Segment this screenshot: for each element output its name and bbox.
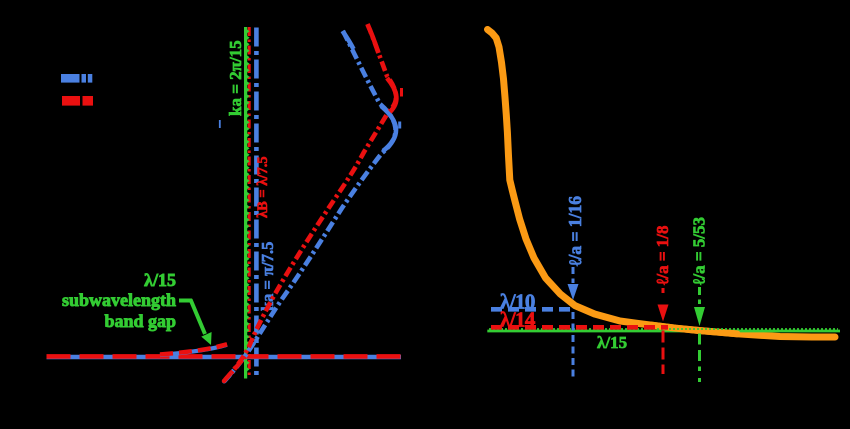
svg-text:λ/15: λ/15 — [597, 333, 627, 352]
svg-text:λ/15: λ/15 — [144, 270, 176, 290]
svg-text:ℓ/a = 5/53: ℓ/a = 5/53 — [690, 217, 709, 285]
svg-text:ℓ/a = 1/16: ℓ/a = 1/16 — [565, 196, 585, 266]
svg-text:ka = π/7.5: ka = π/7.5 — [258, 242, 277, 311]
svg-text:ℓ/a = 1/8: ℓ/a = 1/8 — [653, 225, 672, 285]
svg-text:λ/14: λ/14 — [500, 308, 536, 332]
svg-text:λB = λ/7.5: λB = λ/7.5 — [255, 156, 271, 218]
svg-text:λ/10: λ/10 — [500, 290, 535, 314]
svg-text:subwavelength: subwavelength — [62, 290, 176, 310]
svg-text:band gap: band gap — [104, 311, 176, 331]
svg-text:ka = 2π/15: ka = 2π/15 — [226, 40, 245, 116]
